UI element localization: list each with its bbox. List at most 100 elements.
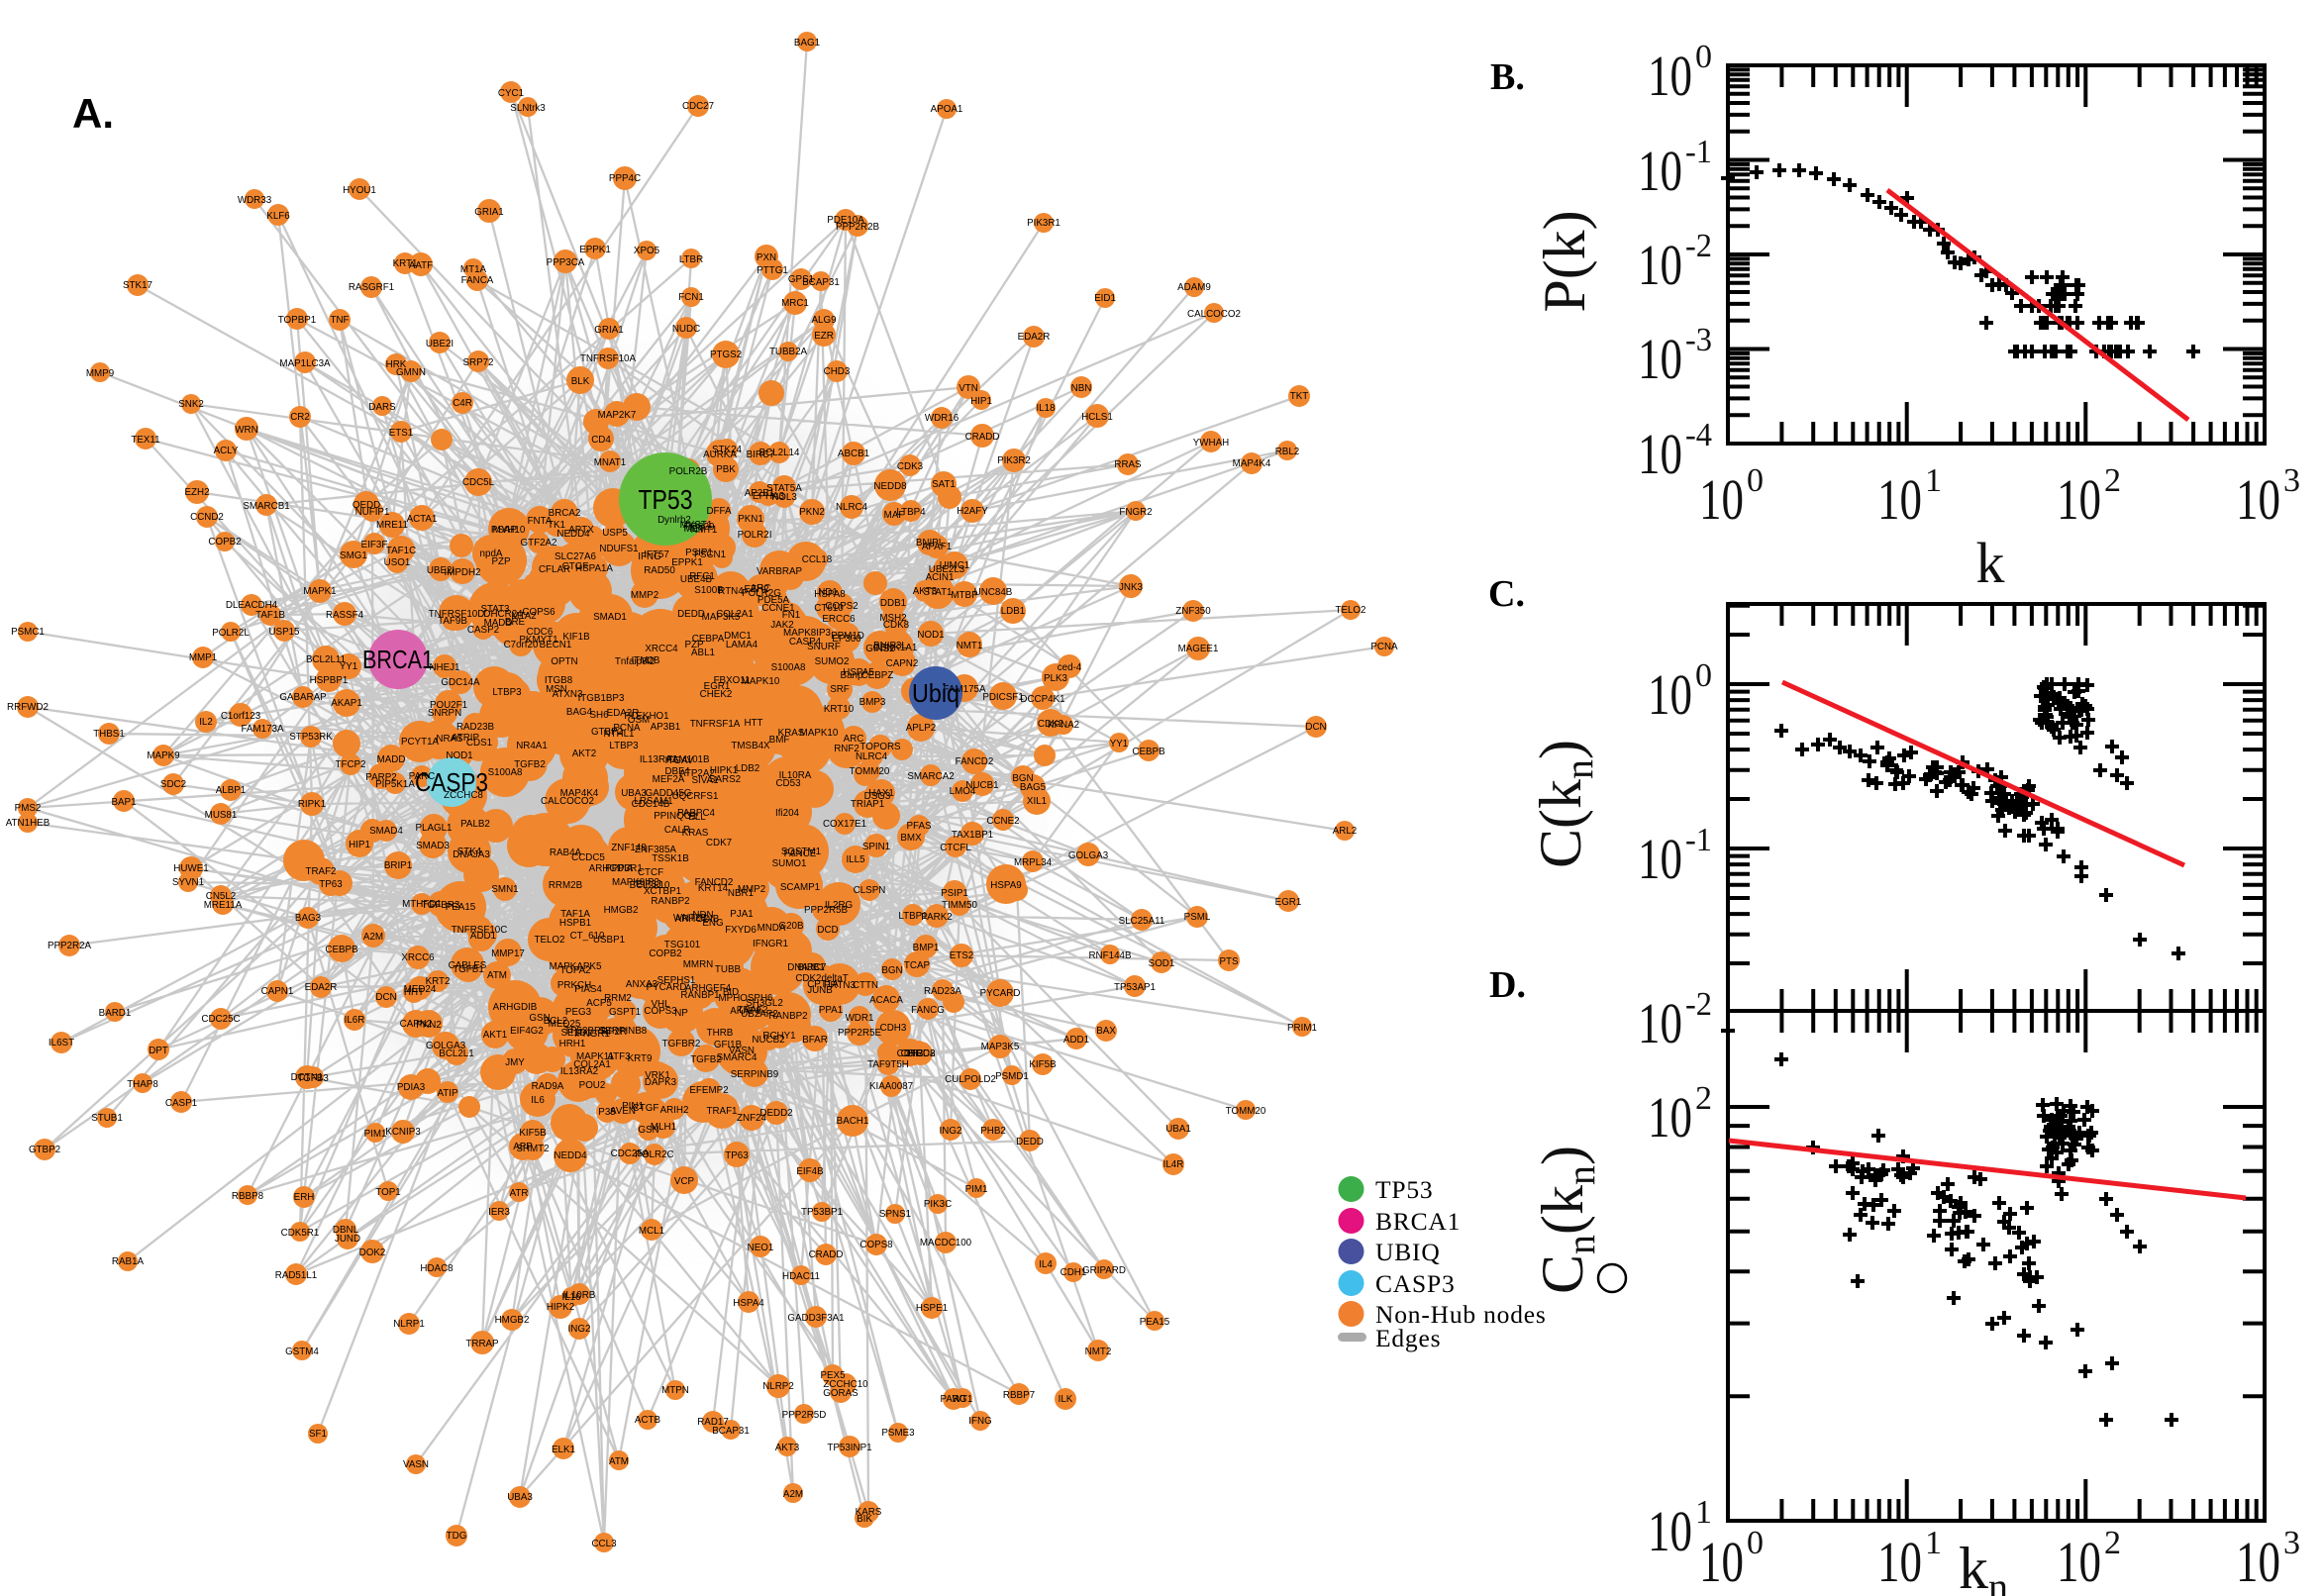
svg-text:EPPK1: EPPK1 [579,245,611,255]
svg-text:DAPK3: DAPK3 [645,1077,677,1088]
svg-text:PCNA: PCNA [1370,642,1398,652]
svg-text:MYH10: MYH10 [493,525,526,536]
svg-text:IL6ST: IL6ST [49,1038,74,1048]
svg-text:CAPN2: CAPN2 [886,658,919,669]
svg-text:DCCP4K1: DCCP4K1 [1020,694,1064,705]
svg-text:XIL1: XIL1 [1027,796,1047,807]
svg-text:MYST1: MYST1 [680,520,713,531]
svg-text:DPT: DPT [149,1046,168,1056]
svg-text:BMP3: BMP3 [859,697,886,708]
svg-text:-4: -4 [1685,417,1712,453]
svg-text:RAB1A: RAB1A [112,1256,145,1267]
svg-text:COPS6: COPS6 [522,607,556,618]
svg-text:CDH3: CDH3 [897,1048,924,1059]
svg-text:C(kn): C(kn) [1528,740,1601,868]
svg-text:IL6: IL6 [531,1095,545,1106]
svg-text:JUND: JUND [335,1234,360,1245]
svg-text:UIMC1: UIMC1 [940,560,969,571]
svg-text:MAPK11: MAPK11 [576,1051,614,1062]
svg-text:EIF4G2: EIF4G2 [510,1026,544,1037]
svg-text:HIPK1: HIPK1 [710,765,738,776]
svg-text:BAG3: BAG3 [295,913,322,924]
svg-text:FANCD2: FANCD2 [695,877,734,888]
svg-text:Non-Hub nodes: Non-Hub nodes [1375,1300,1547,1329]
svg-text:DCTN1: DCTN1 [291,1072,324,1083]
svg-text:SEPHS1: SEPHS1 [657,975,696,986]
svg-text:ATF3: ATF3 [607,1051,631,1062]
svg-text:JMY: JMY [505,1057,525,1068]
svg-text:LTBP3: LTBP3 [609,741,639,751]
svg-text:TNFRSF10A: TNFRSF10A [580,353,637,364]
svg-text:DNAJA3: DNAJA3 [453,849,490,860]
svg-text:SMN1: SMN1 [491,884,518,895]
svg-text:PIP5K1A: PIP5K1A [375,779,415,790]
svg-text:SNURF: SNURF [807,642,841,652]
svg-text:MAPKAPK5: MAPKAPK5 [550,961,602,972]
svg-text:ERH: ERH [294,1192,315,1203]
svg-text:SMAD3: SMAD3 [416,841,450,851]
svg-text:MAP4K4: MAP4K4 [1233,458,1271,469]
svg-text:STK4: STK4 [457,847,482,857]
svg-text:MAP4K4: MAP4K4 [560,788,599,799]
svg-text:TP53INP1: TP53INP1 [827,1443,871,1453]
svg-text:CEBPA: CEBPA [692,634,725,645]
svg-text:0: 0 [1695,657,1712,694]
svg-text:ITGAV: ITGAV [665,755,694,766]
svg-text:CT610: CT610 [814,603,844,614]
svg-text:POLR2B: POLR2B [669,466,708,477]
svg-text:PXN: PXN [757,252,776,263]
svg-text:CCL3: CCL3 [591,1539,617,1549]
svg-text:ALBP1: ALBP1 [216,785,247,796]
svg-text:APLP2: APLP2 [906,723,937,734]
svg-text:BNIP3L: BNIP3L [873,641,907,651]
svg-text:DDB1: DDB1 [880,598,906,609]
svg-text:10: 10 [1638,827,1682,891]
svg-text:SARS2: SARS2 [709,774,741,785]
svg-text:PARG: PARG [940,1394,966,1405]
svg-text:CDK8: CDK8 [883,620,910,631]
svg-text:A.: A. [72,90,114,137]
svg-text:MED24: MED24 [404,984,437,995]
svg-text:OEDD: OEDD [353,500,380,511]
svg-text:PSMC1: PSMC1 [11,627,45,638]
svg-text:FANCD2: FANCD2 [956,756,994,767]
svg-text:SMARCA2: SMARCA2 [907,771,954,782]
svg-text:CPT1A: CPT1A [807,979,839,990]
svg-text:STAT5A: STAT5A [766,483,802,494]
svg-text:POLR2I: POLR2I [738,530,772,541]
svg-text:VCP: VCP [674,1176,695,1187]
svg-text:ARHGDIB: ARHGDIB [493,1002,538,1013]
svg-text:YWHAH: YWHAH [1193,438,1229,449]
svg-text:ING2: ING2 [568,1324,591,1335]
svg-text:AVEN: AVEN [610,1106,636,1117]
svg-text:PSIP1: PSIP1 [685,548,713,558]
svg-text:DMC1: DMC1 [724,631,752,642]
svg-text:NEO1: NEO1 [748,1243,774,1253]
svg-text:MSH2: MSH2 [879,613,906,624]
svg-text:PLAGL1: PLAGL1 [415,823,452,834]
svg-text:Dynlrb2: Dynlrb2 [657,515,691,526]
svg-text:PEX5: PEX5 [820,1370,846,1381]
svg-text:HSPA8: HSPA8 [814,589,846,600]
svg-text:BAG1: BAG1 [794,38,820,49]
svg-text:MET: MET [684,524,705,535]
svg-text:RAD17: RAD17 [697,1417,729,1428]
svg-text:WNT2B: WNT2B [673,913,708,924]
svg-text:CR2: CR2 [290,412,310,423]
svg-text:10: 10 [1648,1499,1692,1563]
svg-text:NRAS: NRAS [436,734,463,745]
svg-text:COPS8: COPS8 [859,1240,893,1250]
svg-text:S100A8: S100A8 [488,767,523,778]
svg-text:ETS2: ETS2 [950,950,974,961]
svg-text:COPS2: COPS2 [825,601,858,612]
svg-text:CITED2: CITED2 [901,1048,936,1059]
svg-text:A2M: A2M [363,932,383,943]
svg-text:CCL18: CCL18 [802,554,833,565]
svg-text:WT1: WT1 [953,1394,973,1405]
svg-text:CASP4: CASP4 [789,637,822,648]
svg-text:ADD1: ADD1 [1063,1035,1089,1046]
svg-text:IL4R: IL4R [1163,1159,1184,1170]
svg-text:WDR33: WDR33 [238,195,272,206]
svg-text:CTCFL: CTCFL [940,843,971,853]
svg-text:XPO5: XPO5 [634,246,660,256]
